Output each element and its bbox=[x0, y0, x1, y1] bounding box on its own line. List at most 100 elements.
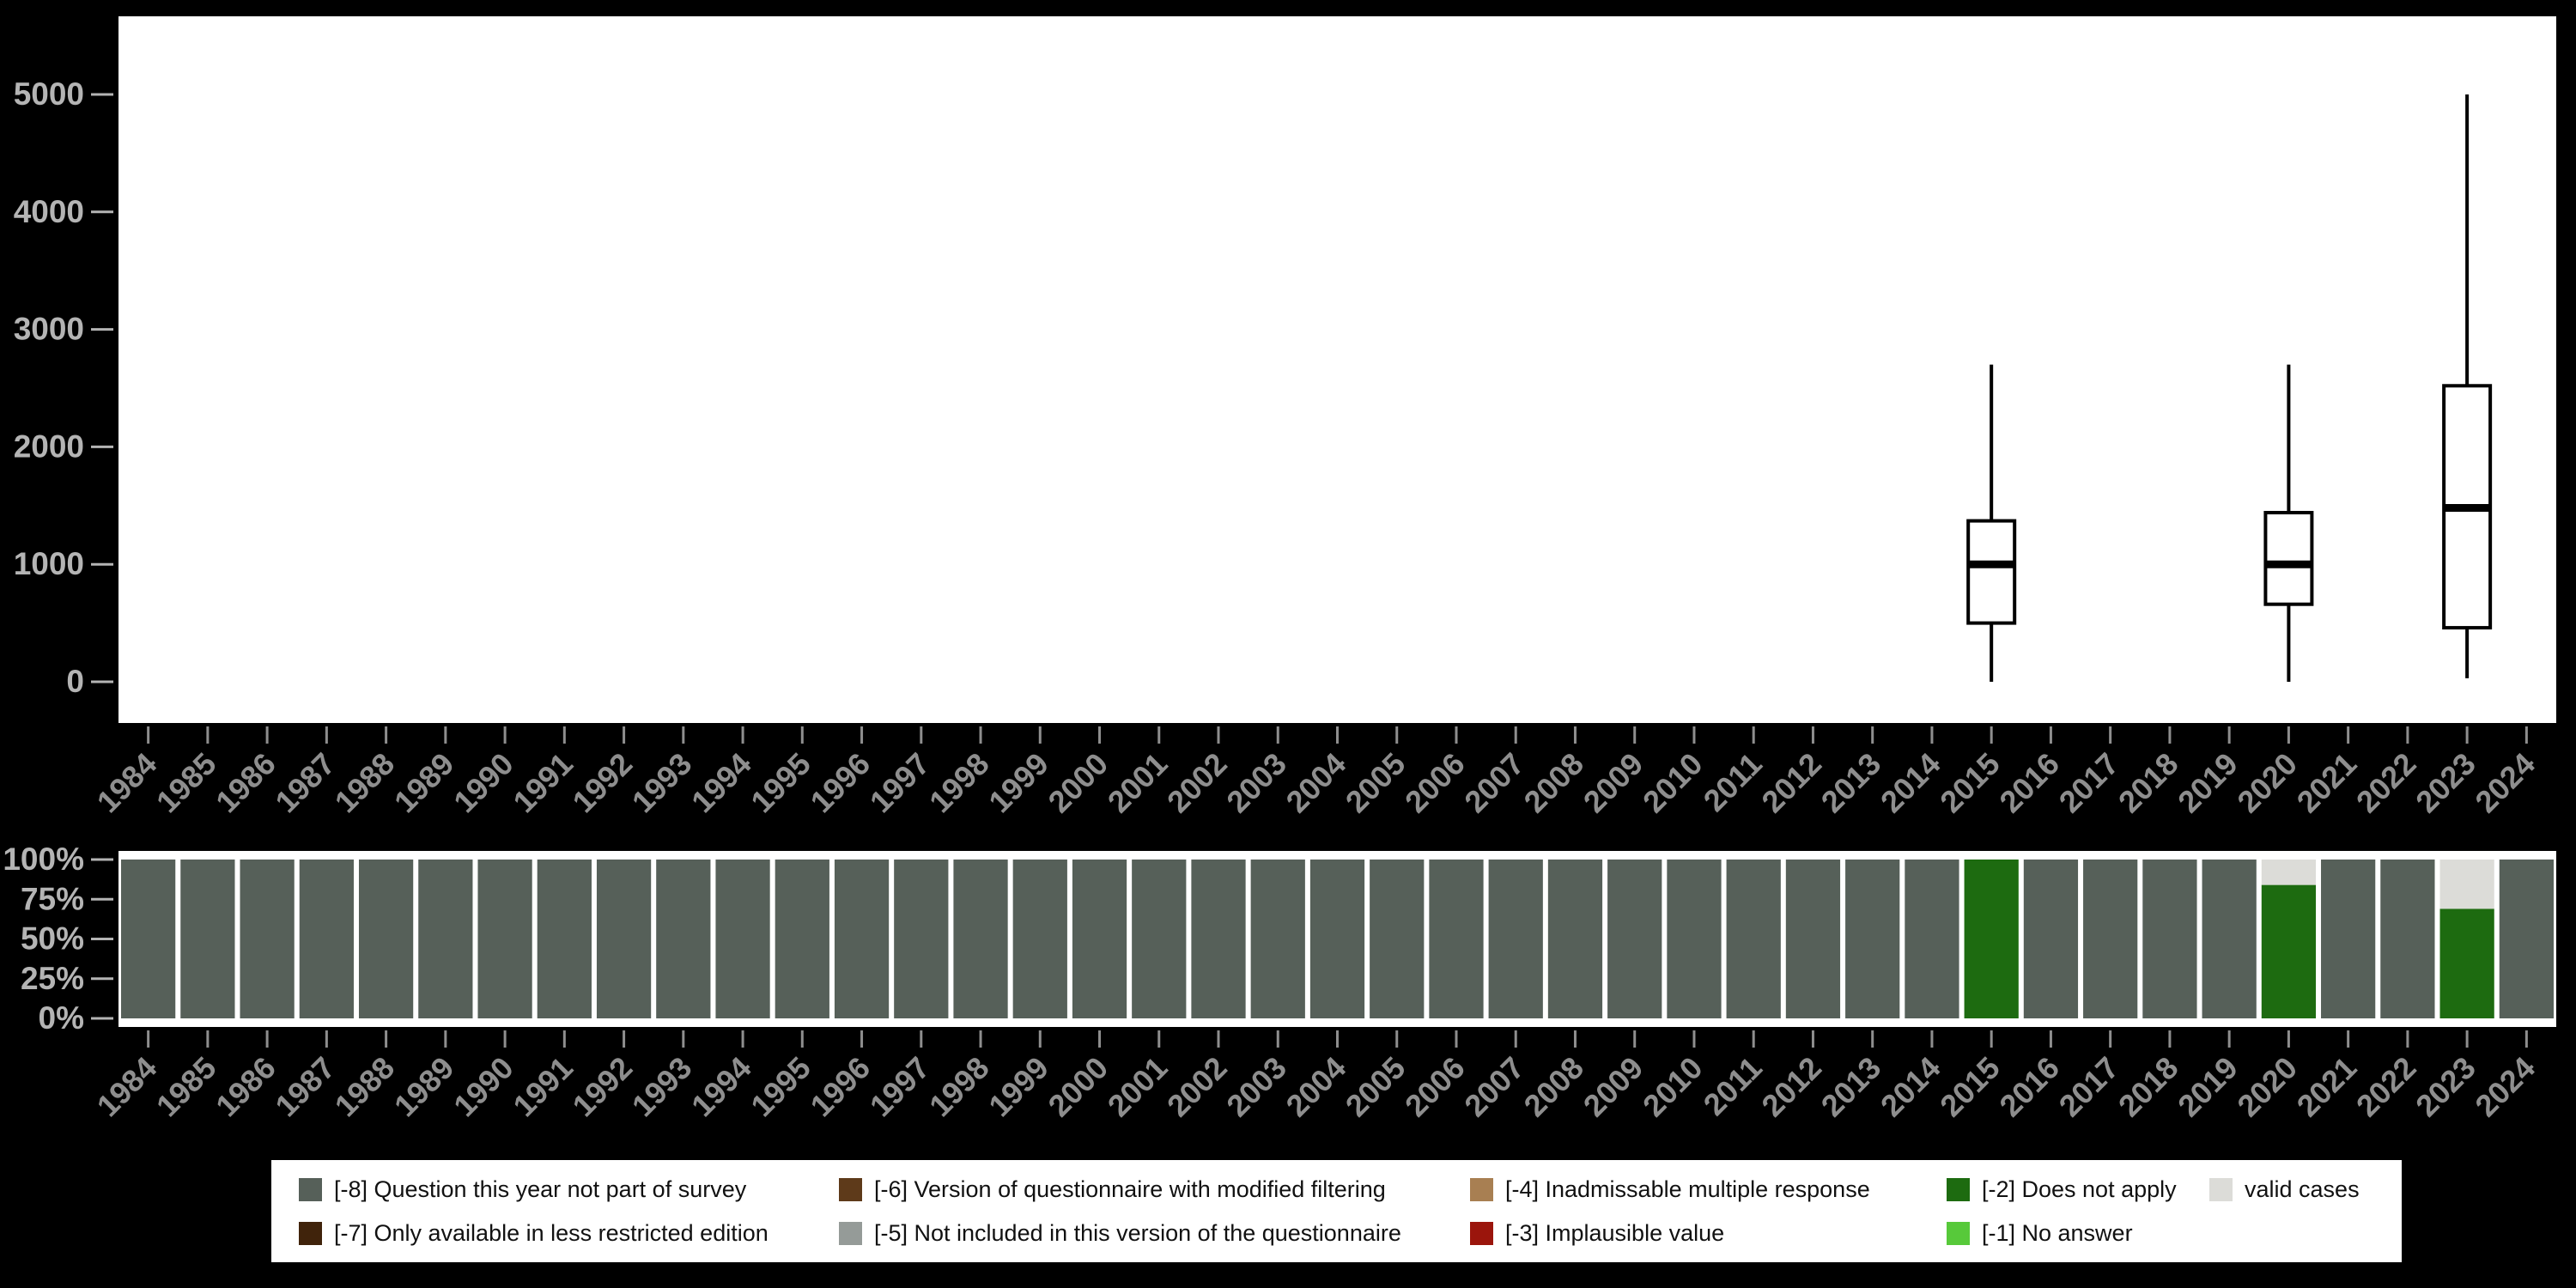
bar-segment--8 bbox=[1251, 860, 1305, 1018]
bar-1987 bbox=[300, 860, 354, 1018]
variable-report-figure: 0100020003000400050001984198519861987198… bbox=[0, 0, 2576, 1288]
x-axis-year-label: 2018 bbox=[2111, 746, 2185, 820]
legend-label: [-7] Only available in less restricted e… bbox=[334, 1220, 769, 1247]
x-axis-year-label: 1990 bbox=[447, 746, 520, 820]
x-axis-year-label: 1996 bbox=[804, 1050, 878, 1124]
y-axis-tick-label: 75% bbox=[21, 881, 84, 916]
bar-1990 bbox=[477, 860, 532, 1018]
bar-segment--8 bbox=[1429, 860, 1483, 1018]
bar-2013 bbox=[1845, 860, 1899, 1018]
bar-segment--8 bbox=[418, 860, 472, 1018]
x-axis-year-label: 1988 bbox=[328, 1050, 402, 1124]
x-axis-year-label: 1989 bbox=[387, 746, 461, 820]
x-axis-year-label: 2022 bbox=[2349, 1050, 2423, 1124]
legend-swatch--8 bbox=[299, 1178, 322, 1201]
bar-1998 bbox=[953, 860, 1007, 1018]
x-axis-year-label: 2003 bbox=[1219, 746, 1293, 820]
x-axis-year-label: 2010 bbox=[1636, 746, 1710, 820]
x-axis-year-label: 2014 bbox=[1874, 746, 1947, 820]
legend-label: valid cases bbox=[2245, 1176, 2360, 1203]
bar-segment--8 bbox=[1845, 860, 1899, 1018]
x-axis-year-label: 1984 bbox=[90, 1050, 164, 1124]
legend-item--4: [-4] Inadmissable multiple response bbox=[1470, 1176, 1947, 1203]
bar-2024 bbox=[2500, 860, 2554, 1018]
legend-swatch--1 bbox=[1947, 1222, 1970, 1245]
legend-swatch--5 bbox=[839, 1222, 862, 1245]
bar-2002 bbox=[1191, 860, 1245, 1018]
x-axis-year-label: 2006 bbox=[1398, 746, 1472, 820]
x-axis-year-label: 1991 bbox=[506, 746, 580, 820]
x-axis-year-label: 2008 bbox=[1517, 746, 1591, 820]
legend-swatch-valid bbox=[2209, 1178, 2233, 1201]
bar-2006 bbox=[1429, 860, 1483, 1018]
bar-2021 bbox=[2321, 860, 2375, 1018]
x-axis-year-label: 1987 bbox=[268, 1050, 342, 1124]
x-axis-year-label: 2000 bbox=[1042, 746, 1115, 820]
bar-2014 bbox=[1905, 860, 1959, 1018]
legend-label: [-5] Not included in this version of the… bbox=[874, 1220, 1401, 1247]
bar-segment--8 bbox=[240, 860, 294, 1018]
x-axis-year-label: 1994 bbox=[684, 1050, 758, 1124]
legend-item--5: [-5] Not included in this version of the… bbox=[839, 1220, 1470, 1247]
x-axis-year-label: 2007 bbox=[1457, 746, 1531, 820]
x-axis-year-label: 2016 bbox=[1992, 746, 2066, 820]
legend-item--7: [-7] Only available in less restricted e… bbox=[299, 1220, 839, 1247]
x-axis-year-label: 2010 bbox=[1636, 1050, 1710, 1124]
legend-swatch--7 bbox=[299, 1222, 322, 1245]
x-axis-year-label: 1998 bbox=[922, 746, 996, 820]
x-axis-year-label: 1995 bbox=[744, 746, 817, 820]
legend-label: [-4] Inadmissable multiple response bbox=[1505, 1176, 1870, 1203]
x-axis-year-label: 2006 bbox=[1398, 1050, 1472, 1124]
bar-segment--8 bbox=[2380, 860, 2434, 1018]
bar-1999 bbox=[1013, 860, 1067, 1018]
bar-segment--8 bbox=[1370, 860, 1424, 1018]
bar-segment--8 bbox=[180, 860, 234, 1018]
bar-segment--2 bbox=[1965, 860, 2019, 1018]
x-axis-year-label: 2019 bbox=[2171, 746, 2245, 820]
x-axis-year-label: 2024 bbox=[2468, 746, 2542, 820]
bar-2017 bbox=[2083, 860, 2137, 1018]
x-axis-year-label: 1999 bbox=[981, 746, 1055, 820]
y-axis-tick-label: 4000 bbox=[14, 194, 84, 229]
bar-segment--8 bbox=[1489, 860, 1543, 1018]
x-axis-year-label: 2017 bbox=[2052, 746, 2126, 820]
x-axis-year-label: 1991 bbox=[506, 1050, 580, 1124]
bar-2001 bbox=[1132, 860, 1186, 1018]
x-axis-year-label: 2015 bbox=[1933, 1050, 2007, 1124]
bar-1994 bbox=[715, 860, 769, 1018]
bar-2023 bbox=[2440, 860, 2494, 1018]
x-axis-year-label: 2005 bbox=[1339, 1050, 1413, 1124]
x-axis-year-label: 1985 bbox=[149, 746, 223, 820]
x-axis-year-label: 2019 bbox=[2171, 1050, 2245, 1124]
bar-segment--8 bbox=[775, 860, 829, 1018]
bar-segment--8 bbox=[953, 860, 1007, 1018]
x-axis-year-label: 2009 bbox=[1577, 746, 1650, 820]
x-axis-year-label: 1986 bbox=[209, 1050, 283, 1124]
x-axis-year-label: 1988 bbox=[328, 746, 402, 820]
x-axis-year-label: 2011 bbox=[1697, 1050, 1769, 1122]
legend-item--1: [-1] No answer bbox=[1947, 1220, 2209, 1247]
bar-segment--8 bbox=[1727, 860, 1781, 1018]
x-axis-year-label: 1997 bbox=[863, 746, 937, 820]
y-axis-tick-label: 100% bbox=[3, 841, 84, 877]
bar-segment--8 bbox=[2202, 860, 2257, 1018]
missing-values-bar-chart: 0%25%50%75%100%1984198519861987198819891… bbox=[0, 841, 2576, 1151]
x-axis-year-label: 2008 bbox=[1517, 1050, 1591, 1124]
bar-1986 bbox=[240, 860, 294, 1018]
x-axis-year-label: 2005 bbox=[1339, 746, 1413, 820]
bar-2008 bbox=[1548, 860, 1602, 1018]
boxplot-chart: 0100020003000400050001984198519861987198… bbox=[0, 0, 2576, 841]
bar-segment--8 bbox=[359, 860, 413, 1018]
bar-2019 bbox=[2202, 860, 2257, 1018]
x-axis-year-label: 2017 bbox=[2052, 1050, 2126, 1124]
bar-2009 bbox=[1607, 860, 1662, 1018]
bar-2022 bbox=[2380, 860, 2434, 1018]
x-axis-year-label: 1990 bbox=[447, 1050, 520, 1124]
x-axis-year-label: 1984 bbox=[90, 746, 164, 820]
x-axis-year-label: 1987 bbox=[268, 746, 342, 820]
x-axis-year-label: 2004 bbox=[1279, 1050, 1353, 1124]
bar-segment--8 bbox=[538, 860, 592, 1018]
x-axis-year-label: 2018 bbox=[2111, 1050, 2185, 1124]
boxplot-panel-background bbox=[118, 16, 2556, 723]
x-axis-year-label: 2001 bbox=[1101, 746, 1175, 820]
